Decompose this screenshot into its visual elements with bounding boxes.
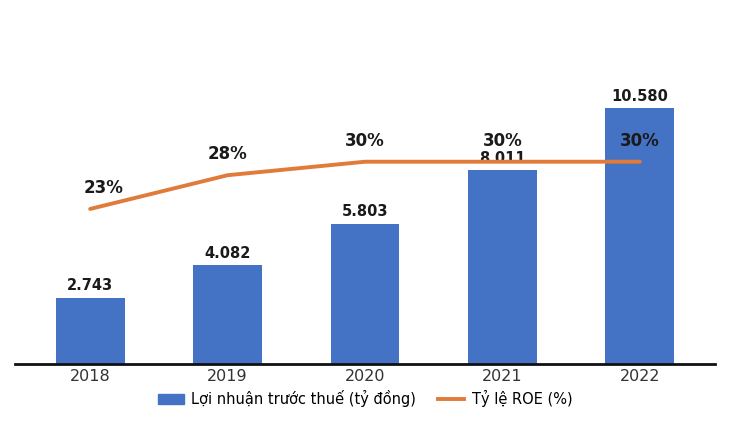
Text: 2.743: 2.743 [67,278,113,293]
Bar [468,170,537,364]
Bar [55,298,125,364]
Text: 4.082: 4.082 [204,246,251,261]
Text: 10.580: 10.580 [612,89,668,104]
Text: 30%: 30% [483,131,522,150]
Text: 28%: 28% [208,145,247,163]
Bar [605,108,675,364]
Text: 30%: 30% [620,131,660,150]
Text: 30%: 30% [345,131,385,150]
Text: 23%: 23% [83,179,123,197]
Bar [193,266,262,364]
Text: 5.803: 5.803 [342,204,388,219]
Legend: Lợi nhuận trước thuế (tỷ đồng), Tỷ lệ ROE (%): Lợi nhuận trước thuế (tỷ đồng), Tỷ lệ RO… [152,384,578,413]
Text: 8.011: 8.011 [479,151,526,166]
Bar [331,224,399,364]
